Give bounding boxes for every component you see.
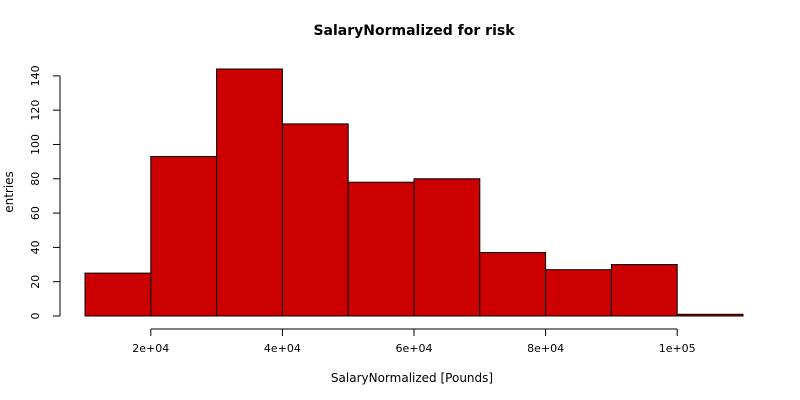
y-tick-label: 60 bbox=[29, 206, 42, 220]
y-axis: 0 20 40 60 80 100 120 140 bbox=[29, 65, 61, 320]
histogram-bar bbox=[479, 252, 547, 317]
x-axis-label: SalaryNormalized [Pounds] bbox=[331, 371, 493, 385]
y-tick-label: 100 bbox=[29, 134, 42, 155]
histogram-bar bbox=[610, 264, 678, 317]
histogram-bar bbox=[150, 155, 218, 317]
x-axis: 2e+04 4e+04 6e+04 8e+04 1e+05 bbox=[132, 328, 696, 355]
histogram-bar bbox=[281, 123, 349, 317]
histogram-bar bbox=[347, 181, 415, 317]
y-tick-label: 120 bbox=[29, 100, 42, 121]
bars-group bbox=[84, 68, 744, 317]
x-tick-label: 2e+04 bbox=[132, 342, 169, 355]
x-tick-label: 8e+04 bbox=[527, 342, 564, 355]
x-tick-label: 4e+04 bbox=[264, 342, 301, 355]
histogram-bar bbox=[545, 269, 612, 317]
histogram-bar bbox=[216, 68, 283, 317]
y-axis-label: entries bbox=[2, 171, 16, 213]
histogram-bar bbox=[84, 272, 152, 317]
histogram-bar bbox=[676, 313, 744, 317]
histogram-bar bbox=[413, 178, 481, 317]
x-tick-label: 6e+04 bbox=[396, 342, 433, 355]
x-tick-label: 1e+05 bbox=[659, 342, 696, 355]
chart-title: SalaryNormalized for risk bbox=[313, 23, 515, 39]
y-tick-label: 0 bbox=[29, 313, 42, 320]
y-tick-label: 20 bbox=[29, 275, 42, 289]
y-tick-label: 40 bbox=[29, 240, 42, 254]
y-tick-label: 140 bbox=[29, 65, 42, 86]
y-tick-label: 80 bbox=[29, 172, 42, 186]
